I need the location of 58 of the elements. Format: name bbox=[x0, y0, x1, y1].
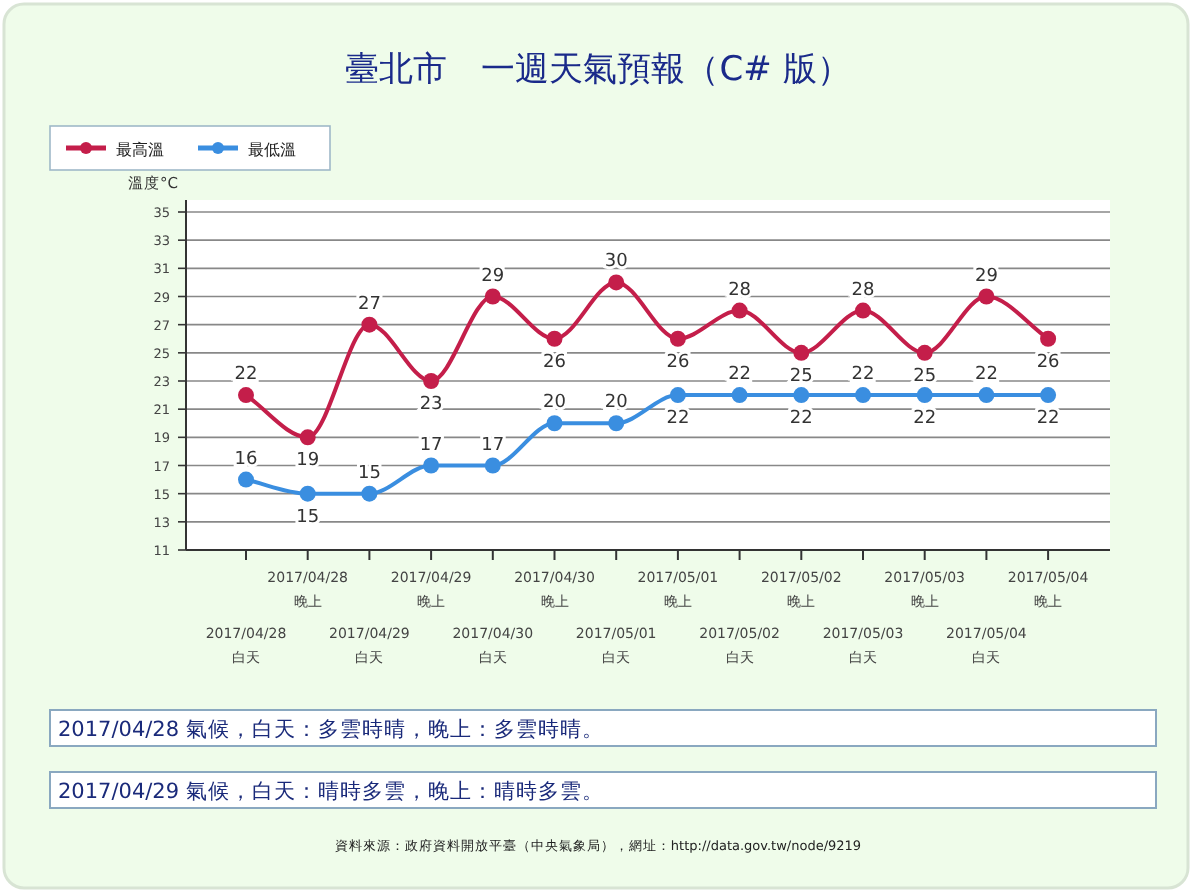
point bbox=[361, 485, 378, 502]
data-label: 26 bbox=[543, 352, 567, 373]
point bbox=[1040, 387, 1057, 404]
data-label: 20 bbox=[604, 393, 629, 414]
data-label: 26 bbox=[666, 352, 690, 373]
data-label: 29 bbox=[481, 266, 505, 287]
data-label: 30 bbox=[604, 252, 629, 273]
data-label: 22 bbox=[789, 409, 813, 430]
data-label: 22 bbox=[851, 365, 875, 386]
text: 2017/04/29 氣候，白天：晴時多雲，晚上：晴時多雲。 bbox=[58, 778, 604, 804]
data-label: 26 bbox=[1036, 352, 1061, 373]
data-label: 22 bbox=[913, 409, 937, 430]
point bbox=[916, 387, 933, 404]
data-label: 22 bbox=[666, 409, 690, 430]
point bbox=[855, 302, 871, 319]
data-label: 27 bbox=[357, 294, 381, 315]
point bbox=[546, 330, 563, 347]
point bbox=[546, 415, 563, 432]
point bbox=[855, 387, 871, 404]
data-label: 28 bbox=[728, 280, 752, 301]
point bbox=[669, 330, 686, 347]
text: 2017/04/28 氣候，白天：多雲時晴，晚上：多雲時晴。 bbox=[58, 716, 604, 742]
point bbox=[299, 485, 316, 502]
data-label: 17 bbox=[481, 435, 505, 456]
point bbox=[484, 457, 501, 474]
data-label: 22 bbox=[234, 365, 258, 386]
legend-label: 最低溫 bbox=[248, 141, 296, 159]
data-label: 22 bbox=[728, 365, 752, 386]
point bbox=[423, 373, 440, 389]
legend-label: 最高溫 bbox=[116, 141, 164, 159]
point bbox=[978, 288, 995, 305]
point bbox=[793, 344, 810, 361]
data-label: 22 bbox=[974, 365, 998, 386]
data-label: 28 bbox=[851, 280, 875, 301]
point bbox=[916, 344, 933, 361]
data-label: 17 bbox=[419, 435, 443, 456]
point bbox=[793, 387, 810, 404]
point bbox=[299, 429, 316, 446]
point bbox=[361, 316, 378, 333]
point bbox=[484, 288, 501, 305]
point bbox=[238, 471, 254, 488]
chart-title: 臺北市 一週天氣預報（C# 版） bbox=[345, 50, 851, 90]
point bbox=[978, 387, 995, 404]
point bbox=[1040, 330, 1057, 347]
point bbox=[731, 302, 748, 319]
data-label: 15 bbox=[357, 463, 381, 484]
data-label: 20 bbox=[543, 393, 567, 414]
point bbox=[608, 274, 625, 291]
point bbox=[731, 387, 748, 404]
data-label: 22 bbox=[1036, 409, 1060, 430]
point bbox=[608, 415, 625, 432]
point bbox=[238, 387, 254, 404]
data-label: 25 bbox=[789, 366, 813, 387]
point bbox=[669, 387, 686, 404]
point bbox=[423, 457, 440, 474]
data-label: 16 bbox=[234, 449, 258, 470]
data-label: 25 bbox=[913, 366, 937, 387]
data-label: 29 bbox=[974, 266, 999, 287]
